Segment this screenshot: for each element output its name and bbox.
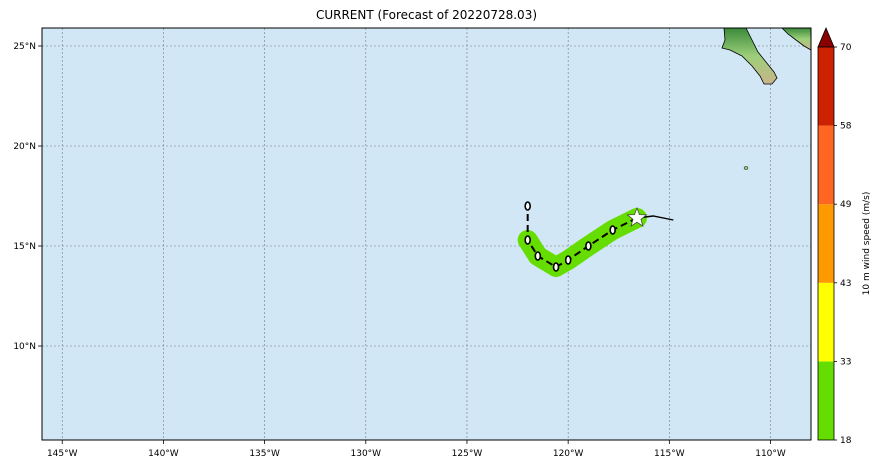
lon-tick-label: 140°W xyxy=(148,449,179,459)
lon-tick-label: 110°W xyxy=(755,449,786,459)
forecast-position-marker xyxy=(534,251,542,261)
map-frame xyxy=(41,27,812,441)
lat-tick-label: 15°N xyxy=(13,242,36,252)
colorbar-label: 18 xyxy=(840,436,852,446)
colorbar-segment xyxy=(818,125,834,205)
lat-tick-label: 20°N xyxy=(13,142,36,152)
colorbar: 18 33 43 49 58 70 10 m wind speed (m/s) xyxy=(817,26,872,446)
colorbar-segment xyxy=(818,47,834,126)
colorbar-label: 49 xyxy=(840,200,852,210)
forecast-position-marker xyxy=(524,201,531,211)
map-title: CURRENT (Forecast of 20220728.03) xyxy=(315,8,538,22)
lon-tick-label: 125°W xyxy=(452,449,483,459)
colorbar-segment xyxy=(818,361,834,440)
lon-tick-label: 130°W xyxy=(351,449,382,459)
lon-tick-label: 120°W xyxy=(553,449,584,459)
lon-tick-label: 115°W xyxy=(654,449,685,459)
lat-tick-label: 10°N xyxy=(13,342,36,352)
colorbar-label: 58 xyxy=(840,122,852,132)
colorbar-label: 33 xyxy=(840,357,851,367)
colorbar-segment xyxy=(818,204,834,283)
island-land xyxy=(743,166,749,170)
forecast-position-marker xyxy=(585,241,592,251)
forecast-position-marker xyxy=(552,262,560,272)
colorbar-label: 70 xyxy=(840,43,852,53)
baja-california-land xyxy=(721,28,778,85)
lon-tick-label: 145°W xyxy=(47,449,78,459)
forecast-position-marker xyxy=(609,225,616,235)
lon-tick-label: 135°W xyxy=(249,449,280,459)
colorbar-title: 10 m wind speed (m/s) xyxy=(862,192,872,296)
map-ocean xyxy=(42,28,811,440)
colorbar-frame xyxy=(817,46,835,441)
forecast-position-marker xyxy=(524,235,531,245)
forecast-position-marker xyxy=(564,255,572,265)
mexico-mainland-land xyxy=(781,28,811,51)
current-position-star xyxy=(626,206,648,228)
colorbar-label: 43 xyxy=(840,279,851,289)
lat-tick-label: 25°N xyxy=(13,42,36,52)
colorbar-extend-arrow xyxy=(817,26,835,48)
colorbar-segment xyxy=(818,282,834,362)
